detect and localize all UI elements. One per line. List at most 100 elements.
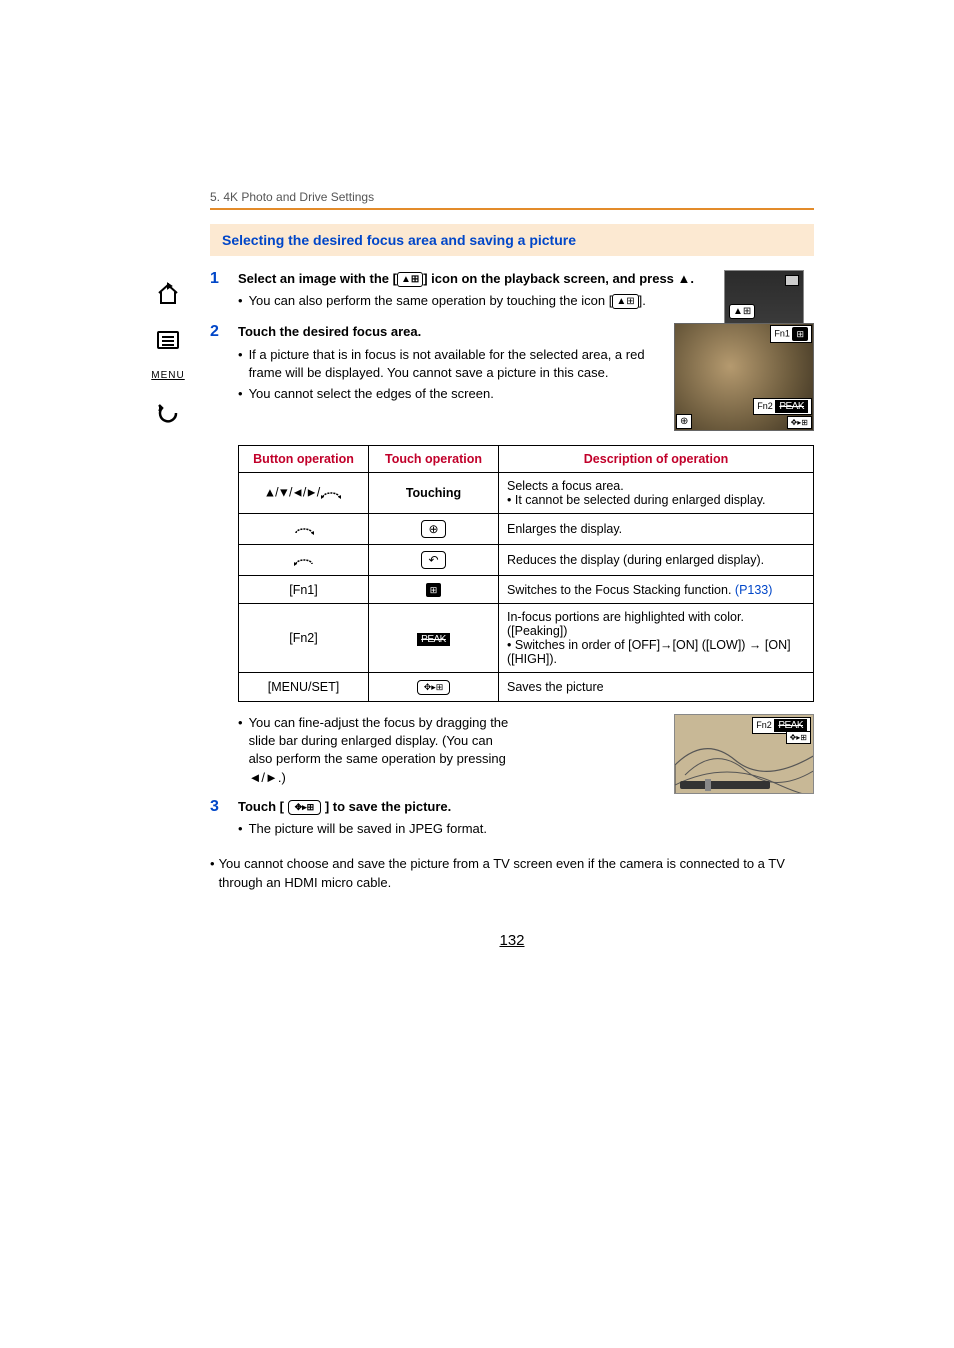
text: .	[690, 271, 694, 286]
text: Select an image with the [	[238, 271, 397, 286]
home-icon[interactable]	[154, 282, 182, 306]
text: Selects a focus area.	[507, 479, 805, 493]
table-row: ▲/▼/◄/►/ Touching Selects a focus area. …	[239, 473, 814, 514]
cell-touch: ⊕	[369, 514, 499, 545]
bullet: • You can also perform the same operatio…	[238, 292, 724, 310]
menu-label: MENU	[151, 370, 184, 381]
sub-bullet: • It cannot be selected during enlarged …	[507, 493, 805, 507]
play-indicator-icon	[785, 275, 799, 286]
bullet-mark: •	[238, 292, 243, 310]
operations-table: Button operation Touch operation Descrip…	[238, 445, 814, 702]
cell-button: [Fn1]	[239, 576, 369, 604]
cell-touch: ↶	[369, 545, 499, 576]
step-2: 2 Touch the desired focus area. • If a p…	[210, 323, 814, 433]
step-3: 3 Touch [ ✥▸⊞ ] to save the picture. • T…	[210, 798, 814, 841]
cell-desc: Switches to the Focus Stacking function.…	[499, 576, 814, 604]
step-number: 1	[210, 270, 228, 313]
enlarged-display-thumbnail: Fn2 PEAK ✥▸⊞	[674, 714, 814, 794]
bullet-mark: •	[238, 714, 243, 787]
page-number: 132	[210, 932, 814, 949]
text: ] to save the picture.	[325, 799, 451, 814]
cell-touch: PEAK	[369, 604, 499, 673]
save-badge-icon: ✥▸⊞	[786, 731, 811, 744]
save-touch-icon: ✥▸⊞	[288, 800, 322, 815]
cell-touch: Touching	[369, 473, 499, 514]
table-row: ↶ Reduces the display (during enlarged d…	[239, 545, 814, 576]
breadcrumb: 5. 4K Photo and Drive Settings	[210, 190, 814, 204]
cell-button	[239, 514, 369, 545]
fn1-badge: Fn1 ⊞	[770, 325, 812, 343]
fn2-badge: Fn2 PEAK	[753, 398, 812, 415]
bullet: • The picture will be saved in JPEG form…	[238, 820, 814, 838]
table-row: [Fn1] ⊞ Switches to the Focus Stacking f…	[239, 576, 814, 604]
back-touch-icon: ↶	[421, 551, 445, 569]
left-nav-rail: MENU	[148, 282, 188, 427]
footer-note: • You cannot choose and save the picture…	[210, 855, 814, 891]
bullet: • You cannot select the edges of the scr…	[238, 385, 664, 403]
col-description: Description of operation	[499, 446, 814, 473]
bullet-text: The picture will be saved in JPEG format…	[249, 820, 487, 838]
dial-ccw-icon	[292, 552, 316, 568]
text: Switches to the Focus Stacking function.	[507, 583, 735, 597]
touching-label: Touching	[406, 486, 461, 500]
step-2-thumbnail: Fn1 ⊞ Fn2 PEAK ✥▸⊞ ⊕	[674, 323, 814, 431]
text: Touch [	[238, 799, 284, 814]
stack-icon: ⊞	[426, 583, 442, 597]
bullet-mark: •	[210, 855, 215, 891]
menu-icon[interactable]: MENU	[154, 374, 182, 381]
table-row: [MENU/SET] ✥▸⊞ Saves the picture	[239, 673, 814, 702]
step-number: 2	[210, 323, 228, 433]
divider	[210, 208, 814, 210]
bullet-text: You can also perform the same operation …	[249, 292, 646, 310]
step-3-title: Touch [ ✥▸⊞ ] to save the picture.	[238, 798, 814, 816]
cell-desc: Selects a focus area. • It cannot be sel…	[499, 473, 814, 514]
bullet-text: If a picture that is in focus is not ava…	[249, 346, 664, 382]
playback-focus-icon: ▲⊞	[397, 272, 423, 287]
bullet: • If a picture that is in focus is not a…	[238, 346, 664, 382]
focus-badge-icon: ▲⊞	[729, 303, 755, 319]
cell-button: [Fn2]	[239, 604, 369, 673]
step-1: 1 Select an image with the [▲⊞] icon on …	[210, 270, 814, 313]
cell-desc: In-focus portions are highlighted with c…	[499, 604, 814, 673]
table-row: ⊕ Enlarges the display.	[239, 514, 814, 545]
fine-adjust-note: Fn2 PEAK ✥▸⊞ • You can fine-adjust the f…	[238, 714, 814, 794]
operations-table-wrapper: Button operation Touch operation Descrip…	[238, 445, 814, 794]
bullet: • You can fine-adjust the focus by dragg…	[238, 714, 664, 787]
step-2-title: Touch the desired focus area.	[238, 323, 664, 341]
text: Switches in order of [OFF]→[ON] ([LOW]) …	[507, 638, 791, 666]
bullet-mark: •	[238, 820, 243, 838]
back-icon[interactable]	[154, 403, 182, 427]
col-touch-op: Touch operation	[369, 446, 499, 473]
text: You can also perform the same operation …	[249, 293, 613, 308]
table-header-row: Button operation Touch operation Descrip…	[239, 446, 814, 473]
magnify-icon: ⊕	[421, 520, 445, 538]
bullet-mark: •	[238, 385, 243, 403]
sub-bullet: • Switches in order of [OFF]→[ON] ([LOW]…	[507, 638, 805, 666]
cell-desc: Saves the picture	[499, 673, 814, 702]
cell-button: [MENU/SET]	[239, 673, 369, 702]
dial-cw-icon	[292, 521, 316, 537]
step-number: 3	[210, 798, 228, 841]
text: ] icon on the playback screen, and press	[423, 271, 677, 286]
page: MENU 5. 4K Photo and Drive Settings Sele…	[0, 0, 954, 1029]
list-icon[interactable]	[154, 328, 182, 352]
text: In-focus portions are highlighted with c…	[507, 610, 805, 638]
up-arrow-icon: ▲	[678, 271, 691, 286]
cell-touch: ✥▸⊞	[369, 673, 499, 702]
col-button-op: Button operation	[239, 446, 369, 473]
cell-desc: Enlarges the display.	[499, 514, 814, 545]
text: ].	[639, 293, 646, 308]
bullet-text: You cannot select the edges of the scree…	[249, 385, 494, 403]
main-content: 5. 4K Photo and Drive Settings Selecting…	[210, 190, 814, 949]
text: It cannot be selected during enlarged di…	[515, 493, 766, 507]
arrow-keys-icon: ▲/▼/◄/►/	[264, 486, 319, 500]
dial-icon	[319, 485, 343, 501]
peak-icon: PEAK	[417, 633, 450, 646]
note-text: You cannot choose and save the picture f…	[219, 855, 814, 891]
page-link[interactable]: (P133)	[735, 583, 773, 597]
section-heading: Selecting the desired focus area and sav…	[210, 224, 814, 256]
step-1-thumbnail: ▲⊞	[724, 270, 804, 324]
cell-touch: ⊞	[369, 576, 499, 604]
save-touch-icon: ✥▸⊞	[417, 680, 451, 695]
step-1-title: Select an image with the [▲⊞] icon on th…	[238, 270, 724, 288]
